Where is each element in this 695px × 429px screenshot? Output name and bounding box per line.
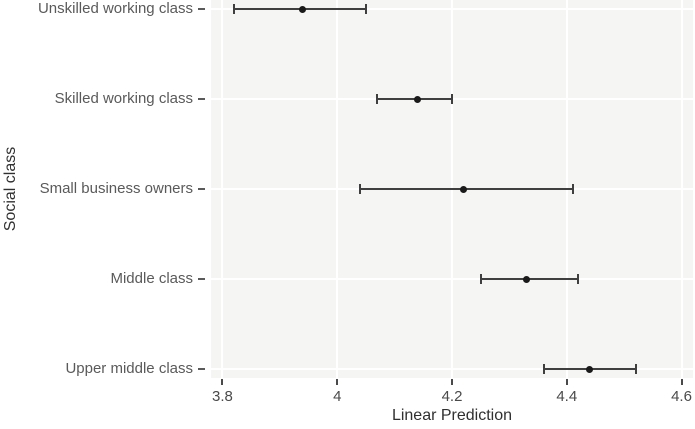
x-tick-mark — [336, 379, 339, 385]
y-tick-mark — [198, 98, 205, 100]
x-tick-mark — [565, 379, 568, 385]
ci-lower-cap — [479, 274, 482, 284]
point-estimate-marker — [459, 185, 467, 193]
x-axis-title: Linear Prediction — [391, 407, 513, 424]
point-estimate-marker — [414, 95, 422, 103]
x-tick-label: 3.8 — [212, 388, 233, 405]
plot-panel — [211, 0, 693, 378]
category-label: Unskilled working class — [37, 0, 193, 17]
y-gridline — [211, 8, 693, 10]
x-tick-label: 4.2 — [441, 388, 463, 405]
category-label: Upper middle class — [65, 360, 193, 377]
ci-upper-cap — [571, 184, 574, 194]
x-tick-mark — [680, 379, 683, 385]
y-tick-mark — [198, 188, 205, 190]
x-tick-label: 4.6 — [671, 388, 692, 405]
x-tick-mark — [221, 379, 224, 385]
x-tick-mark — [451, 379, 453, 385]
point-estimate-marker — [586, 365, 594, 373]
ci-lower-cap — [376, 94, 379, 104]
point-estimate-marker — [523, 275, 531, 283]
ci-upper-cap — [451, 94, 453, 104]
ci-lower-cap — [542, 364, 545, 374]
y-gridline — [211, 278, 693, 280]
y-gridline — [211, 368, 693, 370]
ci-lower-cap — [232, 4, 235, 14]
category-label: Middle class — [110, 270, 193, 287]
point-estimate-marker — [299, 5, 307, 13]
ci-upper-cap — [577, 274, 580, 284]
y-tick-mark — [198, 8, 205, 10]
ci-lower-cap — [359, 184, 362, 194]
ci-upper-cap — [634, 364, 637, 374]
y-tick-mark — [198, 278, 205, 280]
ci-upper-cap — [364, 4, 367, 14]
x-tick-label: 4.4 — [556, 388, 578, 405]
y-tick-mark — [198, 368, 205, 370]
category-label: Small business owners — [39, 180, 193, 197]
x-tick-label: 4 — [333, 388, 342, 405]
category-label: Skilled working class — [54, 90, 193, 107]
